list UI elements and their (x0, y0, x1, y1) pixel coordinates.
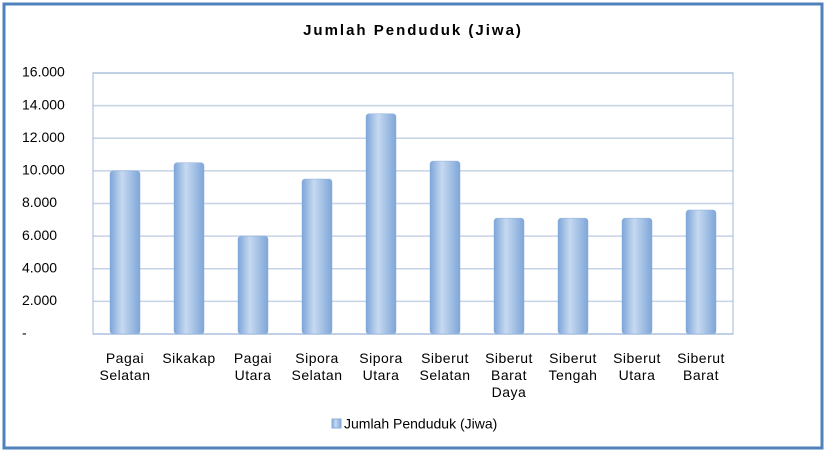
bar (557, 217, 589, 335)
bar (173, 162, 205, 335)
y-tick-label: 2.000 (22, 292, 57, 308)
bar (429, 160, 461, 335)
x-tick-label: Sipora Selatan (291, 350, 343, 383)
x-tick-label: Siberut Barat (677, 350, 725, 383)
y-tick-label: 8.000 (22, 194, 57, 210)
bar (237, 235, 269, 335)
x-tick-label: Pagai Utara (233, 350, 273, 383)
chart-title: Jumlah Penduduk (Jiwa) (303, 22, 523, 39)
plot-border (92, 72, 734, 335)
x-tick-label: Siberut Selatan (419, 350, 471, 383)
y-tick-label: 12.000 (22, 129, 65, 145)
y-tick-label: 4.000 (22, 259, 57, 275)
y-tick-label: 16.000 (22, 64, 65, 80)
x-tick-label: Sikakap (162, 350, 216, 366)
bar (301, 178, 333, 335)
y-tick-label: 6.000 (22, 227, 57, 243)
bar (493, 217, 525, 335)
x-tick-label: Siberut Tengah (548, 350, 598, 383)
bar (109, 170, 141, 335)
x-tick-label: Siberut Utara (613, 350, 661, 383)
legend-swatch (331, 418, 342, 429)
y-tick-label: 14.000 (22, 96, 65, 112)
x-tick-label: Siberut Barat Daya (485, 350, 533, 400)
legend-label: Jumlah Penduduk (Jiwa) (344, 416, 497, 432)
bar (365, 113, 397, 335)
bar (621, 217, 653, 335)
y-tick-label: 10.000 (22, 162, 65, 178)
bar (685, 209, 717, 335)
x-tick-label: Pagai Selatan (99, 350, 151, 383)
y-tick-label: - (22, 325, 27, 341)
x-tick-label: Sipora Utara (359, 350, 403, 383)
